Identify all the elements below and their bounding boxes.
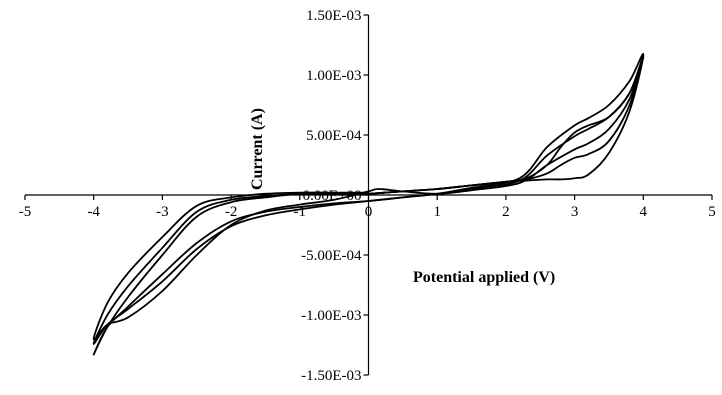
y-tick-label: 1.00E-03 [306,68,361,84]
y-tick-label: -1.50E-03 [301,368,361,384]
plot-curves [92,53,645,356]
y-tick-label: -1.00E-03 [301,308,361,324]
y-tick-label: 5.00E-04 [306,128,362,144]
x-tick-label: -3 [156,204,169,220]
cv-curve-3 [92,56,645,341]
x-axis-ticks: -5 -4 -3 -2 -1 0 1 2 3 4 5 [19,195,716,220]
y-tick-label: 1.50E-03 [306,8,361,24]
y-axis-ticks: 1.50E-03 1.00E-03 5.00E-04 0.00E+00 -5.00E-0… [301,8,369,384]
x-tick-label: 0 [365,204,373,220]
y-tick-label: -5.00E-04 [301,248,362,264]
x-tick-label: -1 [294,204,307,220]
y-tick-label: 0.00E+00 [303,188,362,204]
x-tick-label: 1 [433,204,441,220]
x-tick-label: 5 [708,204,716,220]
x-tick-label: -4 [87,204,100,220]
x-tick-label: 2 [502,204,510,220]
x-tick-label: -5 [19,204,32,220]
y-axis-title: Current (A) [249,108,266,190]
x-tick-label: 3 [571,204,579,220]
x-axis-title: Potential applied (V) [413,269,555,286]
x-tick-label: 4 [640,204,648,220]
x-tick-label: -2 [225,204,238,220]
